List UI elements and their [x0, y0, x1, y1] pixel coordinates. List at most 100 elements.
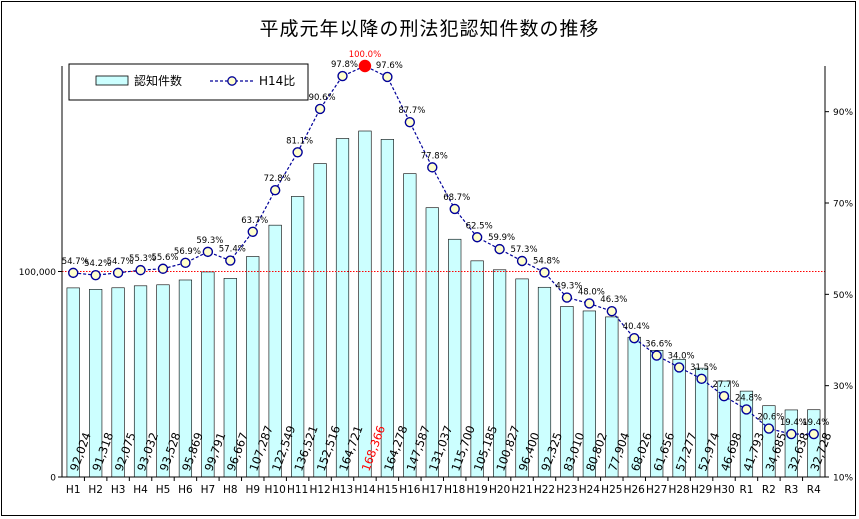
ratio-point-H20 — [494, 243, 505, 255]
ratio-point-H30 — [718, 390, 730, 402]
ratio-point-H4 — [135, 264, 146, 276]
x-tick-label: H21 — [511, 484, 532, 496]
ratio-label-H4: 55.3% — [129, 254, 156, 264]
ratio-point-R2 — [763, 423, 775, 434]
ratio-point-H13 — [337, 70, 348, 82]
line-series — [68, 59, 819, 440]
x-tick-label: H3 — [111, 484, 126, 496]
x-tick-label: H2 — [88, 484, 103, 496]
x-tick-label: H20 — [489, 484, 510, 496]
ratio-point-H12 — [314, 103, 326, 115]
ratio-label-H10: 72.8% — [264, 174, 291, 184]
ratio-label-H12: 90.6% — [309, 93, 336, 103]
x-tick-label: H25 — [601, 484, 622, 496]
x-tick-label: H1 — [66, 484, 81, 496]
x-tick-label: H16 — [399, 484, 421, 496]
ratio-point-H1 — [68, 267, 79, 279]
ratio-point-H29 — [696, 373, 707, 385]
line-value-labels: 54.7%54.2%54.7%55.3%55.6%56.9%59.3%57.4%… — [62, 50, 830, 428]
ratio-point-H26 — [629, 332, 640, 344]
bar-H14 — [358, 130, 372, 478]
ratio-point-H18 — [449, 203, 460, 215]
legend: 認知件数 H14比 — [68, 63, 309, 101]
x-tick-label: H8 — [223, 484, 238, 496]
x-tick-label: R1 — [739, 484, 753, 496]
ratio-label-H18: 68.7% — [443, 193, 470, 203]
x-tick-label: H15 — [377, 484, 398, 496]
ratio-point-H16 — [404, 116, 416, 128]
ratio-point-R4 — [808, 428, 819, 440]
ratio-point-H27 — [651, 350, 662, 361]
ratio-label-H22: 54.8% — [533, 256, 560, 266]
ratio-label-H1: 54.7% — [62, 257, 89, 267]
x-tick-label: H9 — [245, 484, 260, 496]
x-tick-label: H18 — [444, 484, 465, 496]
axes: 0 100,000 10% 30% 50% 70% 90% H1 H2 H3 H4 H5 H6 H7 H8 H… — [19, 66, 853, 496]
ratio-point-H25 — [606, 306, 618, 317]
ratio-line — [73, 65, 814, 435]
right-tick-label: 70% — [833, 200, 853, 210]
ratio-label-H21: 57.3% — [511, 245, 538, 255]
ratio-label-H8: 57.4% — [219, 245, 246, 255]
ratio-label-H19: 62.5% — [466, 221, 493, 231]
x-tick-label: R3 — [784, 484, 798, 496]
x-tick-label: H19 — [467, 484, 488, 496]
ratio-label-R2: 20.6% — [757, 413, 784, 423]
ratio-point-H24 — [584, 298, 595, 309]
ratio-label-H14: 100.0% — [349, 50, 381, 60]
ratio-label-H26: 40.4% — [623, 322, 650, 332]
ratio-point-H19 — [471, 232, 483, 243]
ratio-point-H9 — [247, 226, 258, 237]
ratio-label-H30: 27.7% — [713, 380, 740, 390]
ratio-label-H27: 36.6% — [645, 340, 672, 350]
legend-bar-label: 認知件数 — [134, 73, 182, 88]
x-tick-label: H6 — [178, 484, 193, 496]
ratio-label-H28: 34.0% — [668, 351, 695, 361]
ratio-label-R1: 24.8% — [735, 393, 762, 403]
ratio-label-H6: 56.9% — [174, 247, 201, 257]
x-tick-label: H29 — [691, 484, 712, 496]
bar-H15 — [380, 139, 394, 478]
x-tick-label: H12 — [309, 484, 330, 496]
x-tick-label: H26 — [624, 484, 646, 496]
ratio-point-R1 — [741, 404, 752, 415]
x-tick-label: H24 — [579, 484, 601, 496]
chart-title: 平成元年以降の刑法犯認知件数の推移 — [259, 18, 600, 40]
ratio-point-R3 — [786, 428, 797, 440]
ratio-point-H21 — [516, 255, 528, 267]
ratio-label-H9: 63.7% — [241, 216, 268, 226]
left-tick-label: 0 — [50, 474, 56, 484]
ratio-point-H7 — [202, 246, 214, 258]
ratio-label-H5: 55.6% — [151, 253, 178, 263]
ratio-label-H3: 54.7% — [107, 257, 134, 267]
ratio-label-H24: 48.0% — [578, 287, 605, 297]
ratio-point-H14 — [358, 59, 372, 73]
ratio-point-H23 — [561, 292, 573, 303]
x-tick-label: H7 — [201, 484, 216, 496]
x-tick-label: H28 — [668, 484, 689, 496]
bar-series — [66, 130, 821, 478]
ratio-point-H28 — [673, 362, 685, 373]
ratio-point-H17 — [427, 162, 438, 173]
ratio-label-R3: 19.4% — [780, 418, 807, 428]
x-tick-label: R2 — [762, 484, 776, 496]
ratio-point-H2 — [90, 269, 101, 281]
ratio-label-H16: 87.7% — [398, 106, 425, 116]
x-tick-label: H17 — [422, 484, 443, 496]
x-tick-label: H13 — [332, 484, 353, 496]
ratio-label-H23: 49.3% — [555, 282, 582, 292]
x-tick-label: H23 — [556, 484, 577, 496]
ratio-label-R4: 19.4% — [802, 418, 829, 428]
bar-H13 — [335, 138, 350, 478]
ratio-label-H20: 59.9% — [488, 233, 515, 243]
ratio-point-H10 — [269, 185, 281, 196]
ratio-label-H2: 54.2% — [84, 259, 111, 269]
ratio-label-H11: 81.1% — [286, 136, 313, 146]
legend-line-label: H14比 — [259, 74, 295, 88]
legend-bar-swatch — [95, 75, 129, 86]
x-tick-label: H4 — [133, 484, 148, 496]
x-tick-label: H11 — [287, 484, 308, 496]
x-tick-label: H22 — [534, 484, 555, 496]
